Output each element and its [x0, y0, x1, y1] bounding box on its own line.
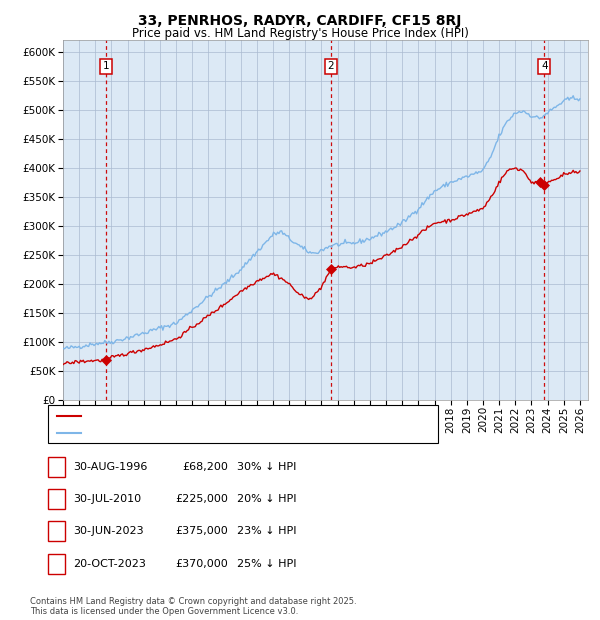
Text: 30% ↓ HPI: 30% ↓ HPI	[237, 462, 296, 472]
Text: 25% ↓ HPI: 25% ↓ HPI	[237, 559, 296, 569]
Text: This data is licensed under the Open Government Licence v3.0.: This data is licensed under the Open Gov…	[30, 607, 298, 616]
Text: £375,000: £375,000	[175, 526, 228, 536]
Text: 1: 1	[103, 61, 109, 71]
Text: 2: 2	[53, 494, 60, 504]
Text: £370,000: £370,000	[175, 559, 228, 569]
Text: 1: 1	[53, 462, 60, 472]
Text: 3: 3	[53, 526, 60, 536]
Text: 23% ↓ HPI: 23% ↓ HPI	[237, 526, 296, 536]
Text: Price paid vs. HM Land Registry's House Price Index (HPI): Price paid vs. HM Land Registry's House …	[131, 27, 469, 40]
Text: £225,000: £225,000	[175, 494, 228, 504]
Text: 33, PENRHOS, RADYR, CARDIFF, CF15 8RJ (detached house): 33, PENRHOS, RADYR, CARDIFF, CF15 8RJ (d…	[85, 410, 395, 420]
Text: 33, PENRHOS, RADYR, CARDIFF, CF15 8RJ: 33, PENRHOS, RADYR, CARDIFF, CF15 8RJ	[139, 14, 461, 28]
Text: HPI: Average price, detached house, Cardiff: HPI: Average price, detached house, Card…	[85, 428, 313, 438]
Text: 30-JUN-2023: 30-JUN-2023	[73, 526, 144, 536]
Text: 2: 2	[328, 61, 334, 71]
Text: 30-JUL-2010: 30-JUL-2010	[73, 494, 142, 504]
Text: 20-OCT-2023: 20-OCT-2023	[73, 559, 146, 569]
Text: 30-AUG-1996: 30-AUG-1996	[73, 462, 148, 472]
Text: Contains HM Land Registry data © Crown copyright and database right 2025.: Contains HM Land Registry data © Crown c…	[30, 597, 356, 606]
Text: 20% ↓ HPI: 20% ↓ HPI	[237, 494, 296, 504]
Text: £68,200: £68,200	[182, 462, 228, 472]
Text: 4: 4	[53, 559, 60, 569]
Text: 4: 4	[541, 61, 548, 71]
